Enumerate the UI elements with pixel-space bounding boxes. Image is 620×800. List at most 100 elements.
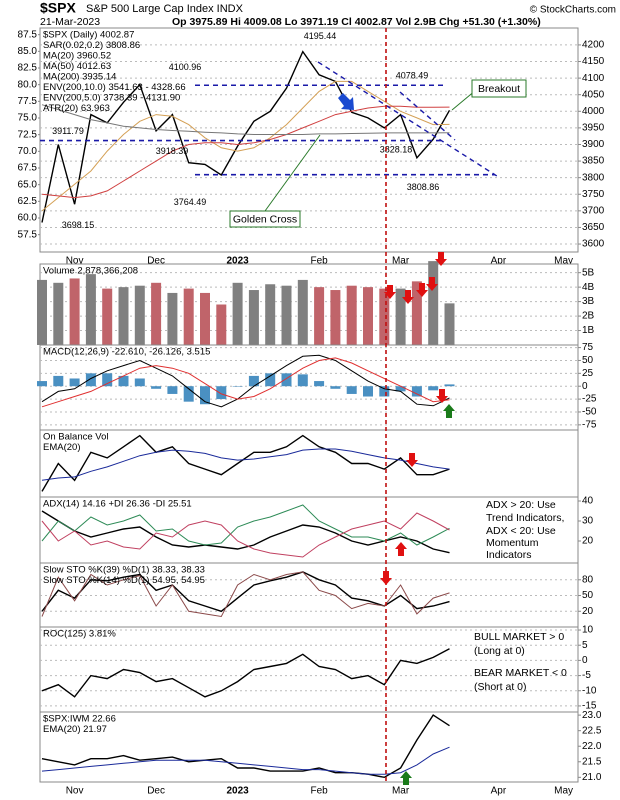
x-tick-label: Nov (66, 256, 84, 267)
price-annotation: 4100.96 (169, 62, 202, 72)
bar (411, 281, 422, 345)
x-tick-label: Apr (491, 256, 507, 267)
legend-entry: ENV(200,10.0) 3541.63 - 4328.66 (43, 82, 186, 93)
y-tick-label: 22.0 (582, 741, 602, 752)
side-note: BEAR MARKET < 0 (474, 667, 567, 679)
y-tick-label: 0 (582, 655, 588, 666)
y2-tick-label: 87.5 (18, 29, 38, 40)
series-line (41, 448, 450, 481)
bar (134, 378, 145, 387)
y-tick-label: 4050 (582, 89, 605, 100)
bar (69, 378, 80, 387)
bar (37, 279, 47, 345)
legend-entry: Volume 2,878,366,208 (43, 266, 138, 277)
legend-entry: ENV(200,5.0) 3738.39 - 4131.90 (43, 93, 180, 104)
series-line (41, 357, 450, 408)
bar (232, 386, 243, 387)
y-tick-label: 1B (582, 325, 595, 336)
y2-tick-label: 60.0 (18, 213, 38, 224)
x-tick-label: 2023 (226, 256, 249, 267)
x-tick-label: Mar (392, 256, 410, 267)
symbol-name: S&P 500 Large Cap Index INDX (86, 3, 244, 15)
bar (118, 287, 129, 345)
callout-text: Golden Cross (233, 213, 297, 225)
arrow (400, 771, 412, 785)
bar (53, 282, 64, 345)
y-tick-label: -50 (582, 407, 597, 418)
bar (346, 285, 357, 345)
bar (363, 287, 373, 345)
series-line (41, 504, 450, 546)
callout-text: Breakout (478, 83, 520, 95)
legend-entry: MA(50) 4012.63 (43, 61, 111, 72)
y-tick-label: 4000 (582, 106, 605, 117)
bar (395, 288, 406, 345)
y-tick-label: 3900 (582, 139, 605, 150)
price-annotation: 3828.18 (380, 145, 413, 155)
panel-frame (39, 562, 579, 628)
x-tick-label: Feb (310, 786, 328, 797)
y-tick-label: 4200 (582, 40, 605, 51)
bar (281, 285, 292, 345)
panel-frame (39, 27, 579, 253)
side-note: Indicators (486, 549, 532, 561)
price-annotation: 3808.86 (407, 182, 440, 192)
y-tick-label: 10 (582, 625, 594, 636)
y2-tick-label: 70.0 (18, 146, 38, 157)
x-tick-label: May (554, 256, 573, 267)
callout-box (229, 210, 301, 228)
legend-entry: MACD(12,26,9) -22.610, -26.126, 3.515 (43, 347, 210, 358)
x-tick-label: Apr (491, 786, 507, 797)
price-annotation: 3698.15 (62, 220, 95, 230)
legend-entry: MA(200) 3935.14 (43, 72, 116, 83)
x-tick-label: Mar (392, 786, 410, 797)
y-tick-label: 50 (582, 590, 594, 601)
y-tick-label: 3850 (582, 156, 605, 167)
y2-tick-label: 80.0 (18, 79, 38, 90)
y-tick-label: 20 (582, 606, 594, 617)
price-annotation: 4078.49 (396, 71, 429, 81)
bar (444, 303, 455, 345)
y-tick-label: -75 (582, 419, 597, 430)
arrow (443, 404, 455, 418)
legend-entry: Slow STO %K(14) %D(1) 54.95, 54.95 (43, 575, 205, 586)
arrow (395, 542, 407, 556)
bar (265, 373, 276, 387)
panel-frame (39, 344, 579, 431)
side-note: ADX > 20: Use (486, 499, 556, 511)
price-annotation: 3764.49 (174, 197, 207, 207)
y-tick-label: 2B (582, 311, 595, 322)
bar (330, 290, 341, 345)
bar (265, 284, 276, 345)
series-line (41, 512, 450, 558)
bar (102, 288, 113, 345)
bar (183, 386, 194, 402)
bar (85, 373, 96, 387)
y-tick-label: -5 (582, 670, 591, 681)
arrow (380, 571, 392, 585)
bar (167, 292, 178, 345)
y-tick-label: 50 (582, 355, 594, 366)
side-note: (Short at 0) (474, 681, 527, 693)
bar (102, 373, 113, 387)
side-note: ADX < 20: Use (486, 525, 556, 537)
bar (232, 282, 243, 345)
x-tick-label: 2023 (226, 786, 249, 797)
bar (411, 386, 422, 397)
y-tick-label: 25 (582, 368, 594, 379)
arrow (338, 93, 354, 110)
quote: Op 3975.89 Hi 4009.08 Lo 3971.19 Cl 4002… (172, 16, 541, 28)
panel-frame (39, 263, 579, 346)
bar (395, 386, 406, 392)
y-tick-label: 4100 (582, 73, 605, 84)
legend-entry: ROC(125) 3.81% (43, 629, 116, 640)
bar (216, 386, 227, 400)
panel-frame (39, 626, 579, 713)
legend-entry: On Balance Vol (43, 432, 109, 443)
y-tick-label: 80 (582, 574, 594, 585)
bar (118, 375, 129, 387)
legend-entry: $SPX (Daily) 4002.87 (43, 30, 134, 41)
legend-entry: Slow STO %K(39) %D(1) 38.33, 38.33 (43, 565, 205, 576)
series-line (41, 434, 450, 492)
y-tick-label: 40 (582, 496, 594, 507)
